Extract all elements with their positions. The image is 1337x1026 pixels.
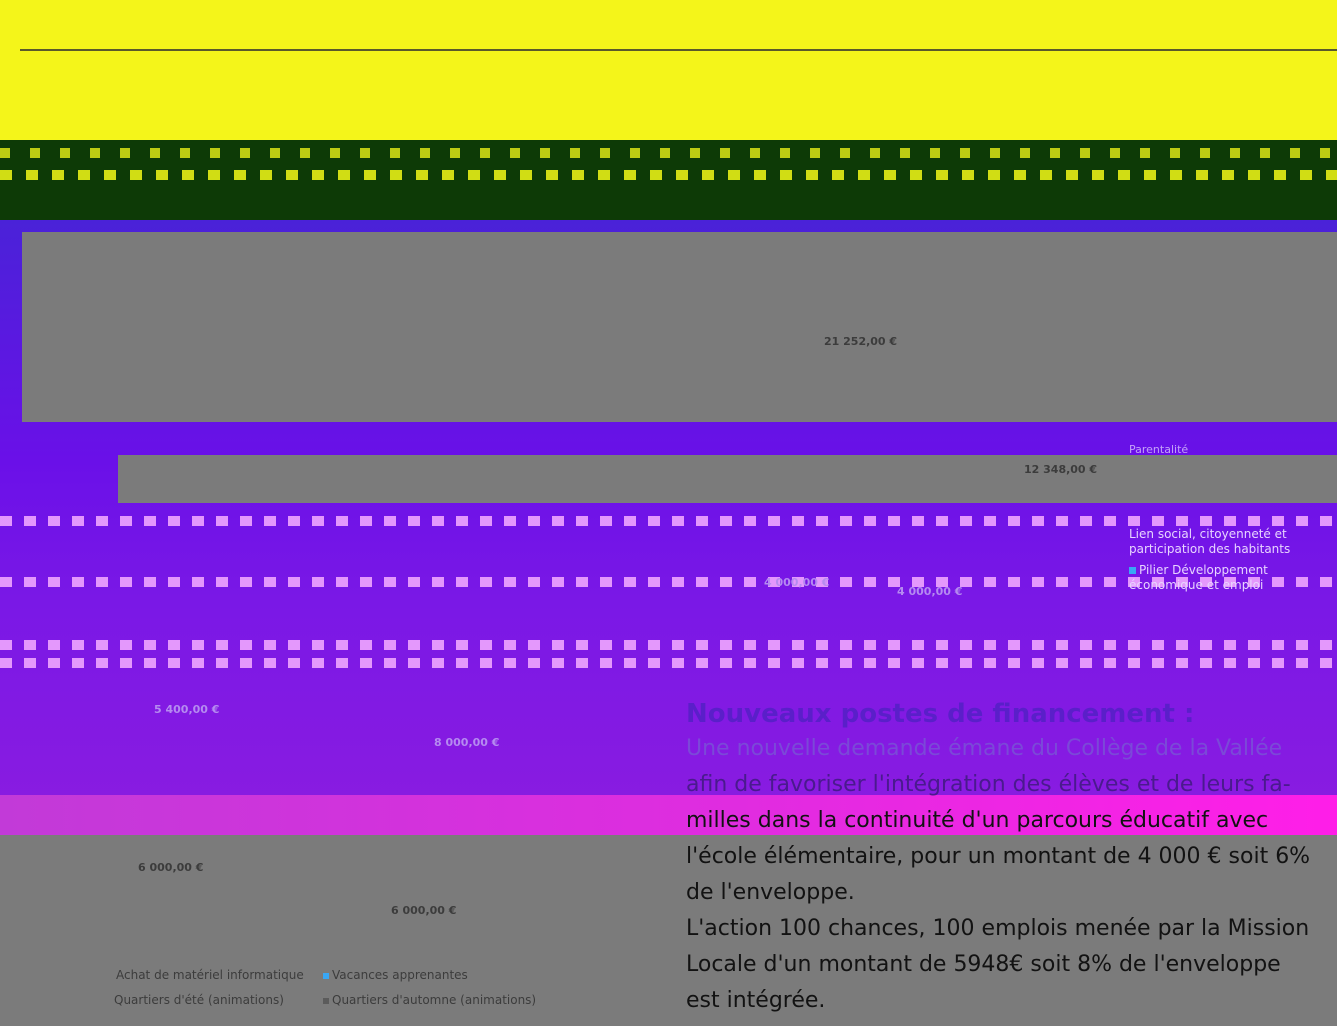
legend-swatch <box>323 997 329 1004</box>
legend-swatch <box>323 972 329 979</box>
chart-panel-top <box>22 232 1337 422</box>
legend-item-vacances: Vacances apprenantes <box>323 968 468 982</box>
dash-pattern <box>0 640 1337 650</box>
legend-swatch <box>1129 567 1136 574</box>
chart-value-label: 4 000,00 € <box>897 585 963 598</box>
legend-item-automne: Quartiers d'automne (animations) <box>323 993 536 1007</box>
side-legend: Lien social, citoyenneté et participatio… <box>1129 527 1329 593</box>
paragraph-line: L'action 100 chances, 100 emplois menée … <box>686 916 1310 941</box>
dark-band <box>0 140 1337 220</box>
chart-value-label: 8 000,00 € <box>434 736 500 749</box>
header-rule <box>20 49 1337 51</box>
dash-pattern <box>0 516 1337 526</box>
legend-label: Achat de matériel informatique <box>116 968 304 982</box>
legend-item-pilier: Pilier Développement économique et emplo… <box>1129 563 1329 593</box>
funding-text-block: Nouveaux postes de financement : Une nou… <box>686 697 1334 1019</box>
paragraph-line: l'école élémentaire, pour un montant de … <box>686 844 1311 869</box>
paragraph-line: est intégrée. <box>686 988 826 1013</box>
chart-panel-bottom <box>0 835 1337 1026</box>
dash-pattern <box>0 577 1337 587</box>
legend-item-lien-social: Lien social, citoyenneté et participatio… <box>1129 527 1291 556</box>
header-band <box>0 0 1337 140</box>
paragraph-line: Une nouvelle demande émane du Collège de… <box>686 736 1283 761</box>
chart-value-label: 12 348,00 € <box>1024 463 1098 476</box>
chart-value-label: 5 400,00 € <box>154 703 220 716</box>
section-heading: Nouveaux postes de financement : <box>686 699 1195 729</box>
chart-value-label: 6 000,00 € <box>391 904 457 917</box>
paragraph-line: milles dans la continuité d'un parcours … <box>686 808 1269 833</box>
legend-label: Vacances apprenantes <box>332 968 468 982</box>
legend-item-parentalite: Parentalité <box>1129 443 1189 456</box>
legend-label: Pilier Développement économique et emplo… <box>1129 563 1268 592</box>
chart-value-label: 4 000,00 € <box>764 576 830 589</box>
legend-label: Quartiers d'été (animations) <box>114 993 284 1007</box>
dash-pattern <box>0 148 1337 158</box>
paragraph-line: de l'enveloppe. <box>686 880 855 905</box>
dash-pattern <box>0 170 1337 180</box>
chart-value-label: 6 000,00 € <box>138 861 204 874</box>
paragraph-line: Locale d'un montant de 5948€ soit 8% de … <box>686 952 1281 977</box>
chart-panel-middle <box>118 455 1337 503</box>
chart-value-label: 21 252,00 € <box>824 335 898 348</box>
legend-label: Quartiers d'automne (animations) <box>332 993 537 1007</box>
dash-pattern <box>0 658 1337 668</box>
legend-item-ete: Quartiers d'été (animations) <box>114 993 284 1007</box>
paragraph-line: afin de favoriser l'intégration des élèv… <box>686 772 1291 797</box>
legend-item-materiel: Achat de matériel informatique <box>116 968 304 982</box>
glitch-strip <box>0 795 1337 835</box>
